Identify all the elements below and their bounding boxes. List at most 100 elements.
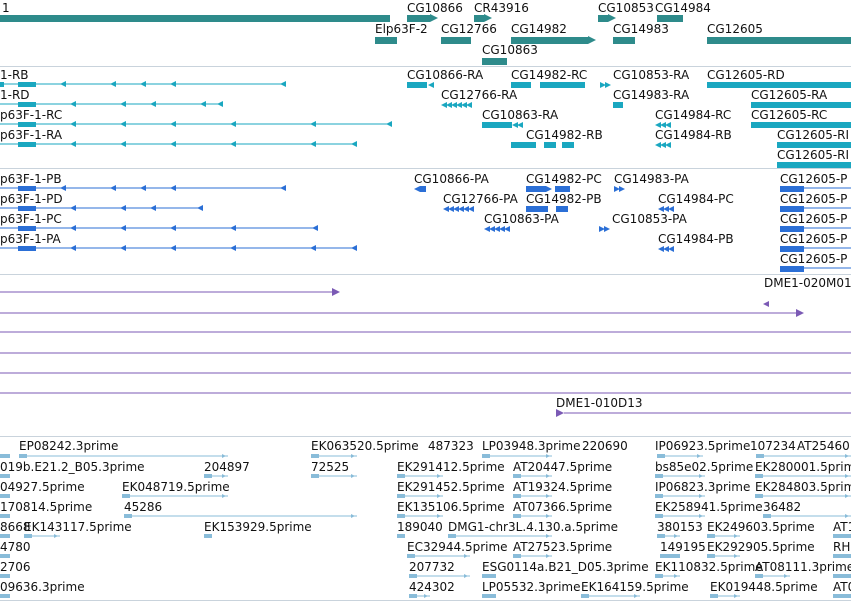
transcript-feature[interactable] (351, 141, 357, 147)
gene-feature[interactable] (407, 15, 430, 22)
est-feature[interactable] (409, 574, 417, 578)
gene-label[interactable]: CG14984 (655, 1, 711, 15)
transcript-feature[interactable] (517, 122, 523, 128)
protein-feature[interactable] (555, 186, 570, 192)
protein-label[interactable]: CG10863-PA (484, 212, 559, 226)
gene-label[interactable]: CR43916 (474, 1, 529, 15)
est-label[interactable]: EP08242.3prime (19, 439, 119, 453)
est-feature[interactable] (674, 574, 678, 578)
est-feature[interactable] (311, 454, 319, 458)
est-label[interactable]: 207732 (409, 560, 455, 574)
est-feature[interactable] (0, 454, 10, 458)
transcript-feature[interactable] (655, 142, 661, 148)
protein-label[interactable]: p63F-1-PD (0, 192, 63, 206)
transcript-feature[interactable] (230, 121, 236, 127)
est-label[interactable]: AT07366.5prime (513, 500, 613, 514)
transcript-feature[interactable] (428, 82, 434, 88)
transcript-feature[interactable] (660, 142, 666, 148)
protein-label[interactable]: CG14982-PB (526, 192, 602, 206)
clone-label[interactable]: DME1-020M01 (764, 276, 851, 290)
est-label[interactable]: 424302 (409, 580, 455, 594)
protein-feature[interactable] (310, 245, 316, 251)
est-feature[interactable] (0, 474, 10, 478)
transcript-feature[interactable] (544, 142, 556, 148)
est-feature[interactable] (464, 574, 468, 578)
protein-feature[interactable] (18, 226, 36, 231)
transcript-feature[interactable] (441, 102, 447, 108)
protein-feature[interactable] (120, 245, 126, 251)
est-label[interactable]: 149195 (660, 540, 706, 554)
est-feature[interactable] (655, 474, 663, 478)
est-feature[interactable] (699, 514, 703, 518)
gene-feature[interactable] (613, 37, 635, 44)
protein-feature[interactable] (499, 226, 505, 232)
transcript-feature[interactable] (562, 142, 574, 148)
transcript-feature[interactable] (110, 81, 116, 87)
protein-feature[interactable] (170, 245, 176, 251)
est-feature[interactable] (204, 474, 212, 478)
clone-feature[interactable] (763, 301, 769, 307)
est-feature[interactable] (204, 534, 212, 538)
gene-feature[interactable] (707, 37, 851, 44)
gene-feature[interactable] (484, 14, 492, 22)
gene-label[interactable]: Elp63F-2 (375, 22, 428, 36)
protein-label[interactable]: CG12605-P (780, 212, 848, 226)
est-feature[interactable] (734, 594, 738, 598)
est-feature[interactable] (351, 474, 355, 478)
est-label[interactable]: EK135106.5prime (397, 500, 505, 514)
gene-feature[interactable] (588, 36, 596, 44)
gene-feature[interactable] (375, 37, 397, 44)
transcript-feature[interactable] (665, 122, 671, 128)
transcript-feature[interactable] (456, 102, 462, 108)
clone-feature[interactable] (332, 288, 340, 296)
est-label[interactable]: EK048719.5prime (122, 480, 230, 494)
est-feature[interactable] (546, 514, 550, 518)
est-feature[interactable] (657, 454, 665, 458)
est-feature[interactable] (546, 554, 550, 558)
protein-feature[interactable] (780, 206, 804, 212)
protein-feature[interactable] (780, 246, 804, 252)
protein-label[interactable]: CG10853-PA (612, 212, 687, 226)
protein-feature[interactable] (18, 206, 36, 211)
est-feature[interactable] (513, 494, 521, 498)
transcript-label[interactable]: CG10866-RA (407, 68, 484, 82)
protein-feature[interactable] (668, 246, 674, 252)
protein-feature[interactable] (448, 206, 454, 212)
est-label[interactable]: AT27523.5prime (513, 540, 613, 554)
est-label[interactable]: bs85e02.5prime (655, 460, 754, 474)
protein-feature[interactable] (604, 226, 610, 232)
est-feature[interactable] (222, 454, 226, 458)
est-feature[interactable] (424, 594, 428, 598)
protein-feature[interactable] (658, 246, 664, 252)
transcript-feature[interactable] (451, 102, 457, 108)
transcript-label[interactable]: 1-RD (0, 88, 30, 102)
est-feature[interactable] (710, 594, 718, 598)
transcript-feature[interactable] (461, 102, 467, 108)
est-feature[interactable] (581, 594, 589, 598)
est-feature[interactable] (734, 534, 738, 538)
transcript-feature[interactable] (540, 82, 585, 88)
protein-feature[interactable] (504, 226, 510, 232)
protein-feature[interactable] (668, 206, 674, 212)
gene-feature[interactable] (657, 15, 683, 22)
est-feature[interactable] (513, 474, 521, 478)
transcript-label[interactable]: CG14982-RC (511, 68, 588, 82)
transcript-feature[interactable] (120, 101, 126, 107)
gene-label[interactable]: CG10863 (482, 43, 538, 57)
est-feature[interactable] (482, 594, 496, 598)
protein-feature[interactable] (614, 186, 620, 192)
clone-feature[interactable] (796, 309, 804, 317)
est-label[interactable]: EK063520.5prime (311, 439, 419, 453)
est-feature[interactable] (546, 494, 550, 498)
protein-feature[interactable] (526, 186, 546, 192)
protein-feature[interactable] (70, 245, 76, 251)
est-label[interactable]: LP03948.3prime (482, 439, 581, 453)
est-feature[interactable] (660, 554, 680, 558)
transcript-feature[interactable] (386, 121, 392, 127)
transcript-feature[interactable] (613, 102, 623, 108)
transcript-feature[interactable] (751, 102, 851, 108)
protein-feature[interactable] (70, 205, 76, 211)
transcript-feature[interactable] (200, 101, 206, 107)
protein-feature[interactable] (663, 246, 669, 252)
est-label[interactable]: EK164159.5prime (581, 580, 689, 594)
